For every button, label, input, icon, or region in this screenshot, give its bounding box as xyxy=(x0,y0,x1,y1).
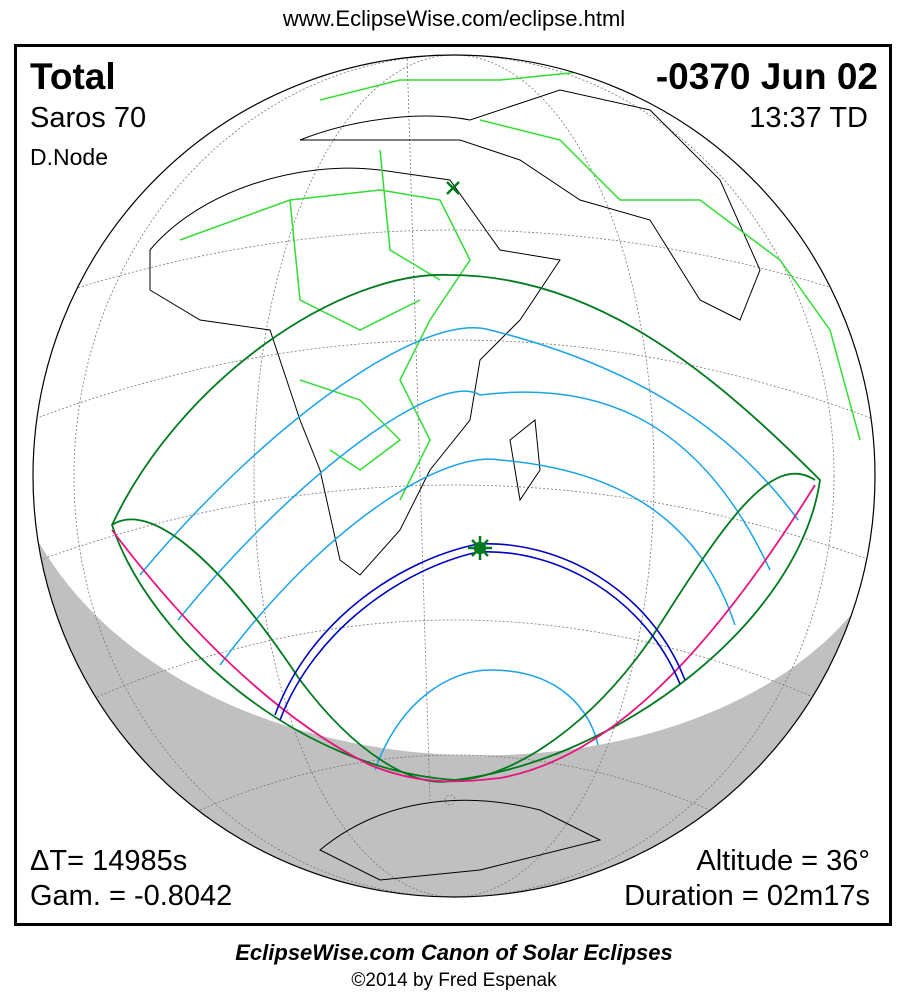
eclipse-time: 13:37 TD xyxy=(749,102,868,134)
delta-t: ΔT= 14985s xyxy=(30,845,188,877)
gamma: Gam. = -0.8042 xyxy=(30,880,233,912)
globe-outline xyxy=(32,54,876,898)
rise-set-curve xyxy=(111,484,816,783)
night-shading xyxy=(33,505,875,897)
eclipse-type: Total xyxy=(30,56,116,97)
header-url: www.EclipseWise.com/eclipse.html xyxy=(282,6,626,31)
map-frame xyxy=(14,44,892,926)
footer-title: EclipseWise.com Canon of Solar Eclipses xyxy=(235,940,673,965)
magnitude-lines xyxy=(139,327,799,771)
graticule xyxy=(33,55,875,897)
greatest-eclipse-star-icon xyxy=(468,536,492,560)
continent-outlines xyxy=(149,89,761,881)
eclipse-date: -0370 Jun 02 xyxy=(655,56,878,97)
altitude: Altitude = 36° xyxy=(696,845,870,877)
node: D.Node xyxy=(30,144,108,170)
saros-number: Saros 70 xyxy=(30,102,147,134)
globe-disc xyxy=(33,55,875,897)
rise-set-loops xyxy=(111,472,816,783)
penumbral-limit-curve xyxy=(111,274,821,781)
duration: Duration = 02m17s xyxy=(624,880,870,912)
subsolar-point-x-icon xyxy=(446,181,460,195)
political-borders xyxy=(179,69,861,501)
footer-copyright: ©2014 by Fred Espenak xyxy=(351,970,557,991)
